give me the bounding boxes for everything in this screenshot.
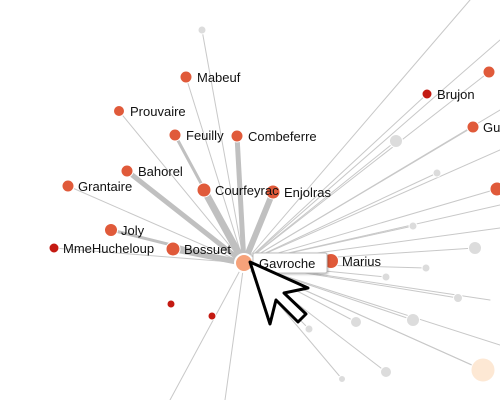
graph-node[interactable]	[197, 25, 207, 35]
edge-gavroche-enjolras	[241, 189, 276, 266]
edge-gavroche-bahorel	[124, 168, 247, 266]
node-mabeuf[interactable]	[179, 70, 193, 84]
edge	[243, 172, 438, 264]
node-bossuet[interactable]	[165, 241, 181, 257]
graph-node[interactable]	[166, 299, 176, 309]
node-feuilly[interactable]	[168, 128, 182, 142]
graph-node[interactable]	[408, 221, 418, 231]
edge-gavroche-combeferre	[234, 133, 247, 266]
graph-node[interactable]	[453, 293, 463, 303]
focus-label-box: Gavroche	[252, 252, 328, 274]
graph-node[interactable]	[489, 181, 500, 197]
graph-node[interactable]	[380, 366, 392, 378]
graph-node[interactable]	[406, 313, 420, 327]
node-courfeyrac[interactable]	[196, 182, 212, 198]
node-brujon[interactable]	[421, 88, 433, 100]
edge-gavroche-mmehucheloup	[53, 247, 245, 264]
node-prouvaire[interactable]	[113, 105, 125, 117]
node-label-grantaire: Grantaire	[78, 179, 132, 194]
edge-gavroche-mabeuf	[185, 76, 245, 264]
node-label-prouvaire: Prouvaire	[130, 104, 186, 119]
node-label-bahorel: Bahorel	[138, 164, 183, 179]
node-enjolras[interactable]	[265, 184, 281, 200]
node-label-gueulemer: Gu	[483, 120, 500, 135]
node-gueulemer[interactable]	[466, 120, 480, 134]
graph-node[interactable]	[350, 316, 362, 328]
edge	[243, 71, 490, 264]
node-grantaire[interactable]	[61, 179, 75, 193]
edge-gavroche-gueulemer	[243, 126, 474, 264]
edge-gavroche-grantaire	[67, 185, 245, 264]
node-label-bossuet: Bossuet	[184, 242, 231, 257]
node-joly[interactable]	[104, 223, 118, 237]
graph-node[interactable]	[421, 263, 431, 273]
edge	[224, 262, 245, 400]
graph-node[interactable]	[482, 65, 496, 79]
graph-node[interactable]	[470, 357, 496, 383]
edge	[243, 140, 397, 264]
edge	[243, 39, 500, 264]
edge-gavroche-courfeyrac	[200, 186, 248, 267]
node-label-brujon: Brujon	[437, 87, 475, 102]
edge-gavroche-bossuet	[170, 246, 247, 266]
edge-gavroche-brujon	[243, 93, 428, 264]
node-label-mabeuf: Mabeuf	[197, 70, 241, 85]
node-label-mmehucheloup: MmeHucheloup	[63, 241, 154, 256]
edge-gavroche-prouvaire	[118, 110, 245, 264]
graph-node[interactable]	[304, 324, 314, 334]
graph-node[interactable]	[381, 272, 391, 282]
edges-layer	[53, 0, 500, 400]
node-mmehucheloup[interactable]	[48, 242, 60, 254]
node-label-combeferre: Combeferre	[248, 129, 317, 144]
node-label-courfeyrac: Courfeyrac	[215, 183, 279, 198]
edge	[201, 29, 245, 264]
graph-node[interactable]	[432, 168, 442, 178]
edge	[243, 262, 500, 346]
nodes-layer	[48, 25, 500, 383]
node-label-enjolras: Enjolras	[284, 185, 331, 200]
arrow-pointer-icon	[248, 260, 310, 326]
edge	[169, 262, 245, 400]
node-bahorel[interactable]	[120, 164, 134, 178]
graph-node[interactable]	[389, 134, 403, 148]
graph-node[interactable]	[338, 375, 346, 383]
node-label-joly: Joly	[121, 223, 145, 238]
edge	[243, 188, 498, 264]
graph-node[interactable]	[468, 241, 482, 255]
node-combeferre[interactable]	[230, 129, 244, 143]
node-label-marius: Marius	[342, 254, 382, 269]
edge	[243, 149, 500, 264]
focus-node-label: Gavroche	[259, 256, 315, 271]
node-label-feuilly: Feuilly	[186, 128, 224, 143]
edge	[243, 0, 471, 264]
graph-node[interactable]	[207, 311, 217, 321]
